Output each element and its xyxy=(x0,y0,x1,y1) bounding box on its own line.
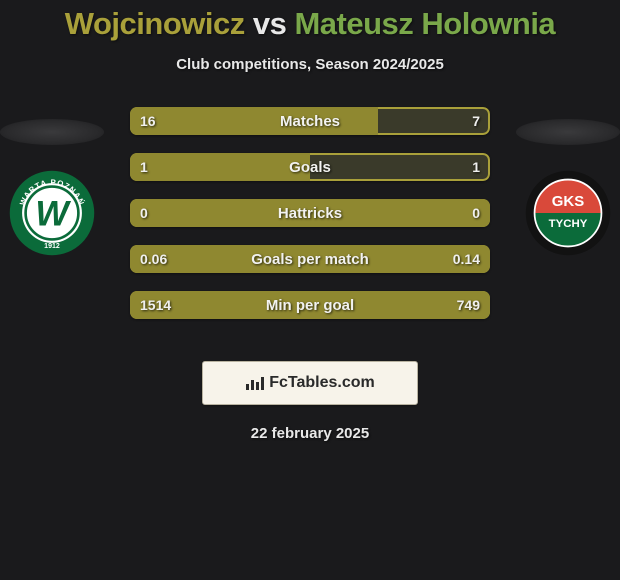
title-player2: Mateusz Holownia xyxy=(294,6,555,41)
stat-row: 1514749Min per goal xyxy=(130,291,490,319)
brand-badge: FcTables.com xyxy=(202,361,418,405)
subtitle: Club competitions, Season 2024/2025 xyxy=(0,56,620,73)
team-left-block: WARTA POZNAŃ 1912 W xyxy=(0,119,112,257)
svg-text:1912: 1912 xyxy=(44,243,60,250)
stat-bars: 167Matches 11Goals 00Hattricks 0.060.14Goal… xyxy=(130,107,490,337)
team-right-shadow xyxy=(516,119,620,145)
title-player1: Wojcinowicz xyxy=(65,6,245,41)
team-left-shadow xyxy=(0,119,104,145)
stat-label: Goals xyxy=(130,153,490,181)
team-left-badge: WARTA POZNAŃ 1912 W xyxy=(3,169,101,257)
team-right-block: GKS TYCHY xyxy=(508,119,620,257)
stat-label: Min per goal xyxy=(130,291,490,319)
comparison-panel: WARTA POZNAŃ 1912 W GKS TYCHY 167Matches… xyxy=(0,119,620,349)
stat-label: Matches xyxy=(130,107,490,135)
page-title: Wojcinowicz vs Mateusz Holownia xyxy=(0,0,620,42)
stat-label: Hattricks xyxy=(130,199,490,227)
stat-row: 11Goals xyxy=(130,153,490,181)
svg-text:W: W xyxy=(35,194,71,233)
chart-icon xyxy=(245,375,265,391)
footer-date: 22 february 2025 xyxy=(0,425,620,442)
stat-row: 0.060.14Goals per match xyxy=(130,245,490,273)
stat-row: 167Matches xyxy=(130,107,490,135)
svg-text:GKS: GKS xyxy=(552,193,584,210)
title-vs: vs xyxy=(253,6,286,41)
stat-label: Goals per match xyxy=(130,245,490,273)
team-right-badge: GKS TYCHY xyxy=(519,169,617,257)
stat-row: 00Hattricks xyxy=(130,199,490,227)
svg-text:TYCHY: TYCHY xyxy=(549,218,588,230)
brand-text: FcTables.com xyxy=(269,374,375,392)
